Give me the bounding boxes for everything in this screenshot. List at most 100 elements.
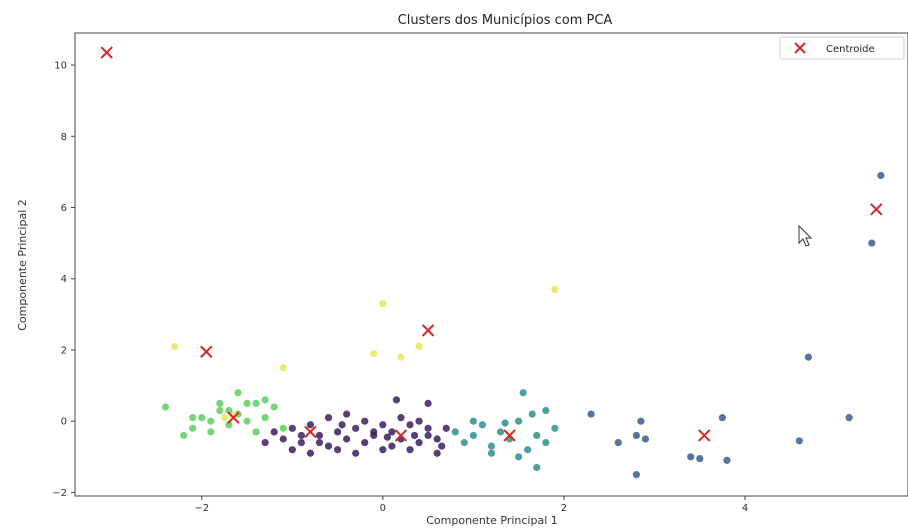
- cluster-2-point: [515, 417, 523, 425]
- centroid-marker: [421, 324, 435, 337]
- cluster-4-point: [229, 412, 238, 420]
- cluster-0-point: [433, 435, 441, 443]
- legend-entry-centroide: Centroide: [826, 44, 875, 55]
- x-tick-label: 2: [561, 503, 567, 514]
- cluster-2-point: [496, 428, 505, 436]
- cluster-0-point: [306, 421, 315, 429]
- cluster-0-point: [297, 438, 305, 447]
- cluster-1-point: [723, 456, 731, 464]
- cluster-1-point: [804, 353, 813, 361]
- cluster-0-point: [352, 424, 360, 432]
- centroid-marker: [200, 345, 213, 358]
- cluster-2-point: [533, 431, 541, 440]
- cluster-0-point: [383, 433, 391, 441]
- cluster-2-point: [487, 442, 496, 450]
- centroid-marker: [227, 411, 240, 424]
- cluster-0-point: [442, 424, 450, 432]
- cluster-2-point: [469, 431, 477, 440]
- legend-box: [779, 36, 905, 60]
- cluster-1-point: [637, 417, 645, 425]
- cluster-3-point: [189, 414, 197, 422]
- cluster-3-point: [189, 424, 197, 432]
- legend-centroid-marker: [794, 42, 806, 54]
- cluster-0-point: [379, 446, 387, 454]
- cluster-4-point: [397, 353, 405, 361]
- cluster-1-point: [868, 239, 876, 247]
- cluster-1-point: [614, 438, 622, 447]
- cluster-3-point: [261, 414, 269, 422]
- cluster-0-point: [370, 428, 378, 436]
- cluster-0-point: [424, 424, 432, 432]
- y-tick-label: −2: [52, 488, 67, 499]
- y-tick-label: 0: [61, 417, 67, 428]
- cluster-0-point: [424, 399, 432, 407]
- cluster-2-point: [478, 421, 487, 429]
- cluster-0-point: [415, 417, 423, 425]
- chart-title: Clusters dos Municípios com PCA: [398, 13, 613, 28]
- cluster-0-point: [288, 446, 296, 454]
- x-tick-label: 4: [742, 503, 748, 514]
- centroid-marker: [394, 429, 408, 442]
- cluster-0-point: [415, 438, 423, 447]
- cluster-0-point: [388, 428, 396, 436]
- cluster-0-point: [388, 442, 396, 450]
- cluster-0-point: [406, 421, 414, 429]
- cluster-0-point: [352, 449, 360, 457]
- cluster-1-point: [877, 171, 885, 180]
- cluster-3-point: [207, 428, 215, 436]
- cluster-0-point: [361, 438, 369, 447]
- cluster-3-point: [216, 406, 224, 415]
- cluster-3-point: [252, 399, 260, 407]
- cluster-3-point: [270, 403, 278, 411]
- y-tick-label: 6: [61, 203, 67, 214]
- y-axis-label: Componente Principal 2: [16, 199, 29, 331]
- cursor-icon: [798, 224, 813, 247]
- cluster-3-point: [261, 396, 269, 404]
- cluster-0-point: [424, 431, 432, 440]
- cluster-4-point: [170, 342, 179, 351]
- cluster-2-point: [524, 446, 532, 454]
- cluster-0-point: [338, 421, 346, 429]
- legend: Centroide: [779, 36, 905, 60]
- cluster-0-point: [397, 414, 405, 422]
- y-tick-label: 10: [54, 61, 67, 72]
- y-tick-label: 8: [61, 132, 67, 143]
- cluster-4-point: [220, 414, 228, 422]
- cluster-1-point: [632, 431, 640, 440]
- cluster-2-point: [469, 417, 477, 425]
- centroid-marker: [698, 429, 711, 442]
- cluster-3-point: [225, 406, 233, 415]
- x-tick-label: −2: [194, 503, 209, 514]
- cluster-3-point: [234, 389, 242, 397]
- cluster-0-point: [279, 435, 287, 443]
- cluster-2-point: [460, 438, 468, 447]
- cluster-0-point: [410, 431, 419, 440]
- cluster-4-point: [551, 285, 559, 294]
- cluster-1-point: [687, 453, 695, 461]
- cluster-2-point: [451, 428, 459, 436]
- cluster-0-point: [333, 428, 342, 436]
- cluster-3-point: [161, 403, 170, 411]
- plot-frame: [74, 32, 908, 497]
- cluster-0-point: [288, 424, 296, 432]
- cluster-0-point: [315, 431, 324, 440]
- centroid-marker: [870, 203, 883, 216]
- cluster-1-point: [587, 410, 595, 418]
- cluster-0-point: [324, 414, 333, 422]
- cluster-3-point: [243, 417, 251, 425]
- cluster-0-point: [438, 442, 446, 450]
- cluster-1-point: [641, 435, 650, 443]
- cluster-4-point: [279, 364, 287, 372]
- centroid-marker: [503, 429, 516, 442]
- cluster-4-point: [379, 300, 387, 308]
- cluster-1-point: [718, 414, 726, 422]
- cluster-2-point: [542, 406, 550, 415]
- cluster-0-point: [343, 435, 351, 443]
- y-tick-label: 4: [61, 274, 67, 285]
- cluster-3-point: [225, 421, 233, 429]
- cluster-1-point: [845, 414, 853, 422]
- cluster-3-point: [243, 399, 251, 407]
- cluster-1-point: [795, 437, 803, 445]
- cluster-0-point: [392, 396, 401, 404]
